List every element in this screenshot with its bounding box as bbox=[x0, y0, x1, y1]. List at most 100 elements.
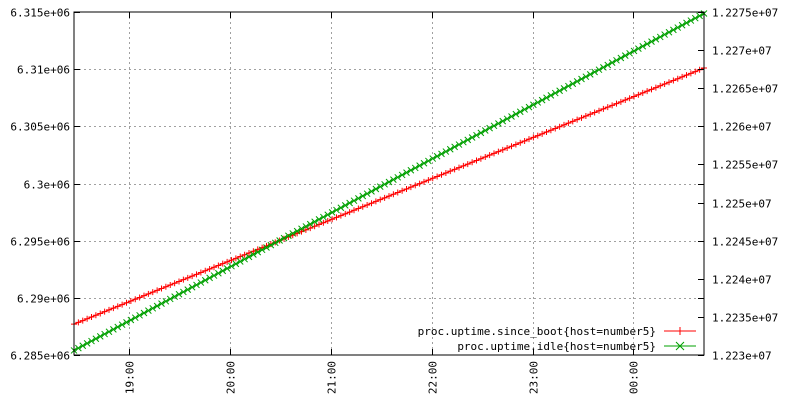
data-point bbox=[250, 251, 257, 258]
legend-label: proc.uptime.since_boot{host=number5} bbox=[418, 325, 656, 338]
data-point bbox=[556, 87, 563, 95]
data-point bbox=[363, 190, 371, 198]
data-point bbox=[525, 103, 533, 111]
data-point bbox=[210, 272, 218, 279]
data-point bbox=[464, 161, 471, 168]
data-point bbox=[495, 148, 502, 155]
data-point bbox=[556, 123, 563, 130]
data-point bbox=[477, 129, 485, 137]
data-point bbox=[359, 203, 366, 210]
data-point bbox=[254, 248, 262, 256]
data-point bbox=[670, 26, 677, 34]
data-point bbox=[438, 171, 445, 178]
data-point bbox=[617, 98, 624, 105]
data-point bbox=[530, 134, 537, 141]
data-point bbox=[534, 99, 542, 106]
data-point bbox=[587, 111, 594, 118]
data-point bbox=[596, 107, 602, 114]
data-point bbox=[687, 17, 695, 24]
data-point bbox=[162, 283, 169, 290]
data-point bbox=[543, 129, 550, 136]
data-point bbox=[197, 279, 205, 286]
data-point bbox=[512, 110, 520, 118]
data-point bbox=[315, 216, 323, 223]
data-point bbox=[692, 68, 699, 75]
y2-tick-label: 1.2265e+07 bbox=[712, 83, 778, 96]
data-point bbox=[79, 342, 87, 350]
data-point bbox=[188, 283, 196, 291]
data-point bbox=[661, 31, 668, 38]
data-point bbox=[127, 298, 134, 305]
y2-tick-label: 1.2275e+07 bbox=[712, 7, 778, 20]
data-point bbox=[666, 79, 672, 86]
data-point bbox=[591, 109, 598, 116]
data-point bbox=[79, 317, 86, 324]
data-point bbox=[197, 269, 204, 276]
data-point bbox=[298, 225, 305, 233]
data-point bbox=[499, 146, 506, 153]
data-point bbox=[460, 162, 467, 169]
data-point bbox=[228, 262, 235, 270]
y2-tick-label: 1.223e+07 bbox=[712, 350, 772, 363]
data-point bbox=[657, 82, 664, 89]
data-point bbox=[578, 114, 585, 121]
data-point bbox=[560, 85, 568, 92]
data-point bbox=[447, 168, 454, 175]
data-point bbox=[578, 75, 585, 83]
data-point bbox=[403, 169, 410, 176]
y-tick-label: 6.285e+06 bbox=[10, 350, 70, 363]
data-point bbox=[158, 285, 165, 292]
data-point bbox=[477, 155, 484, 162]
data-point bbox=[118, 321, 126, 329]
data-point bbox=[106, 306, 112, 313]
data-point bbox=[202, 267, 209, 274]
data-point bbox=[333, 206, 340, 214]
data-point bbox=[140, 309, 148, 317]
data-point bbox=[608, 59, 616, 67]
data-point bbox=[508, 143, 515, 150]
data-point bbox=[644, 88, 651, 95]
data-point bbox=[241, 255, 248, 263]
data-point bbox=[171, 293, 178, 300]
data-point bbox=[451, 143, 458, 151]
data-point bbox=[337, 204, 345, 212]
data-point bbox=[551, 89, 559, 97]
grid-lines bbox=[74, 12, 704, 355]
data-point bbox=[289, 230, 297, 237]
data-point bbox=[376, 183, 384, 191]
y2-tick-label: 1.227e+07 bbox=[712, 45, 772, 58]
data-point bbox=[390, 176, 397, 183]
data-point bbox=[324, 217, 331, 224]
data-point bbox=[351, 207, 357, 214]
data-point bbox=[145, 307, 152, 315]
data-point bbox=[223, 265, 231, 272]
legend-marker bbox=[675, 341, 685, 351]
data-point bbox=[538, 96, 546, 104]
data-point bbox=[302, 223, 310, 230]
data-point bbox=[211, 264, 217, 271]
y-tick-label: 6.31e+06 bbox=[17, 64, 70, 77]
x-tick-label: 23:00 bbox=[528, 361, 541, 394]
data-point bbox=[635, 91, 642, 98]
data-point bbox=[460, 138, 467, 146]
data-point bbox=[626, 49, 633, 57]
data-point bbox=[333, 214, 340, 221]
data-point bbox=[604, 61, 612, 69]
data-point bbox=[534, 132, 541, 139]
data-point bbox=[451, 166, 458, 173]
data-point bbox=[416, 180, 423, 187]
data-point bbox=[665, 28, 673, 36]
data-point bbox=[674, 75, 681, 82]
data-point bbox=[359, 192, 367, 200]
x-tick-label: 00:00 bbox=[628, 361, 641, 394]
data-point bbox=[499, 117, 507, 125]
data-point bbox=[136, 294, 143, 301]
data-point bbox=[552, 125, 559, 132]
data-point bbox=[285, 232, 292, 240]
data-point bbox=[516, 108, 524, 116]
data-point bbox=[648, 86, 655, 93]
data-point bbox=[652, 35, 660, 43]
data-point bbox=[276, 237, 283, 244]
data-point bbox=[425, 157, 432, 165]
data-point bbox=[569, 118, 576, 125]
